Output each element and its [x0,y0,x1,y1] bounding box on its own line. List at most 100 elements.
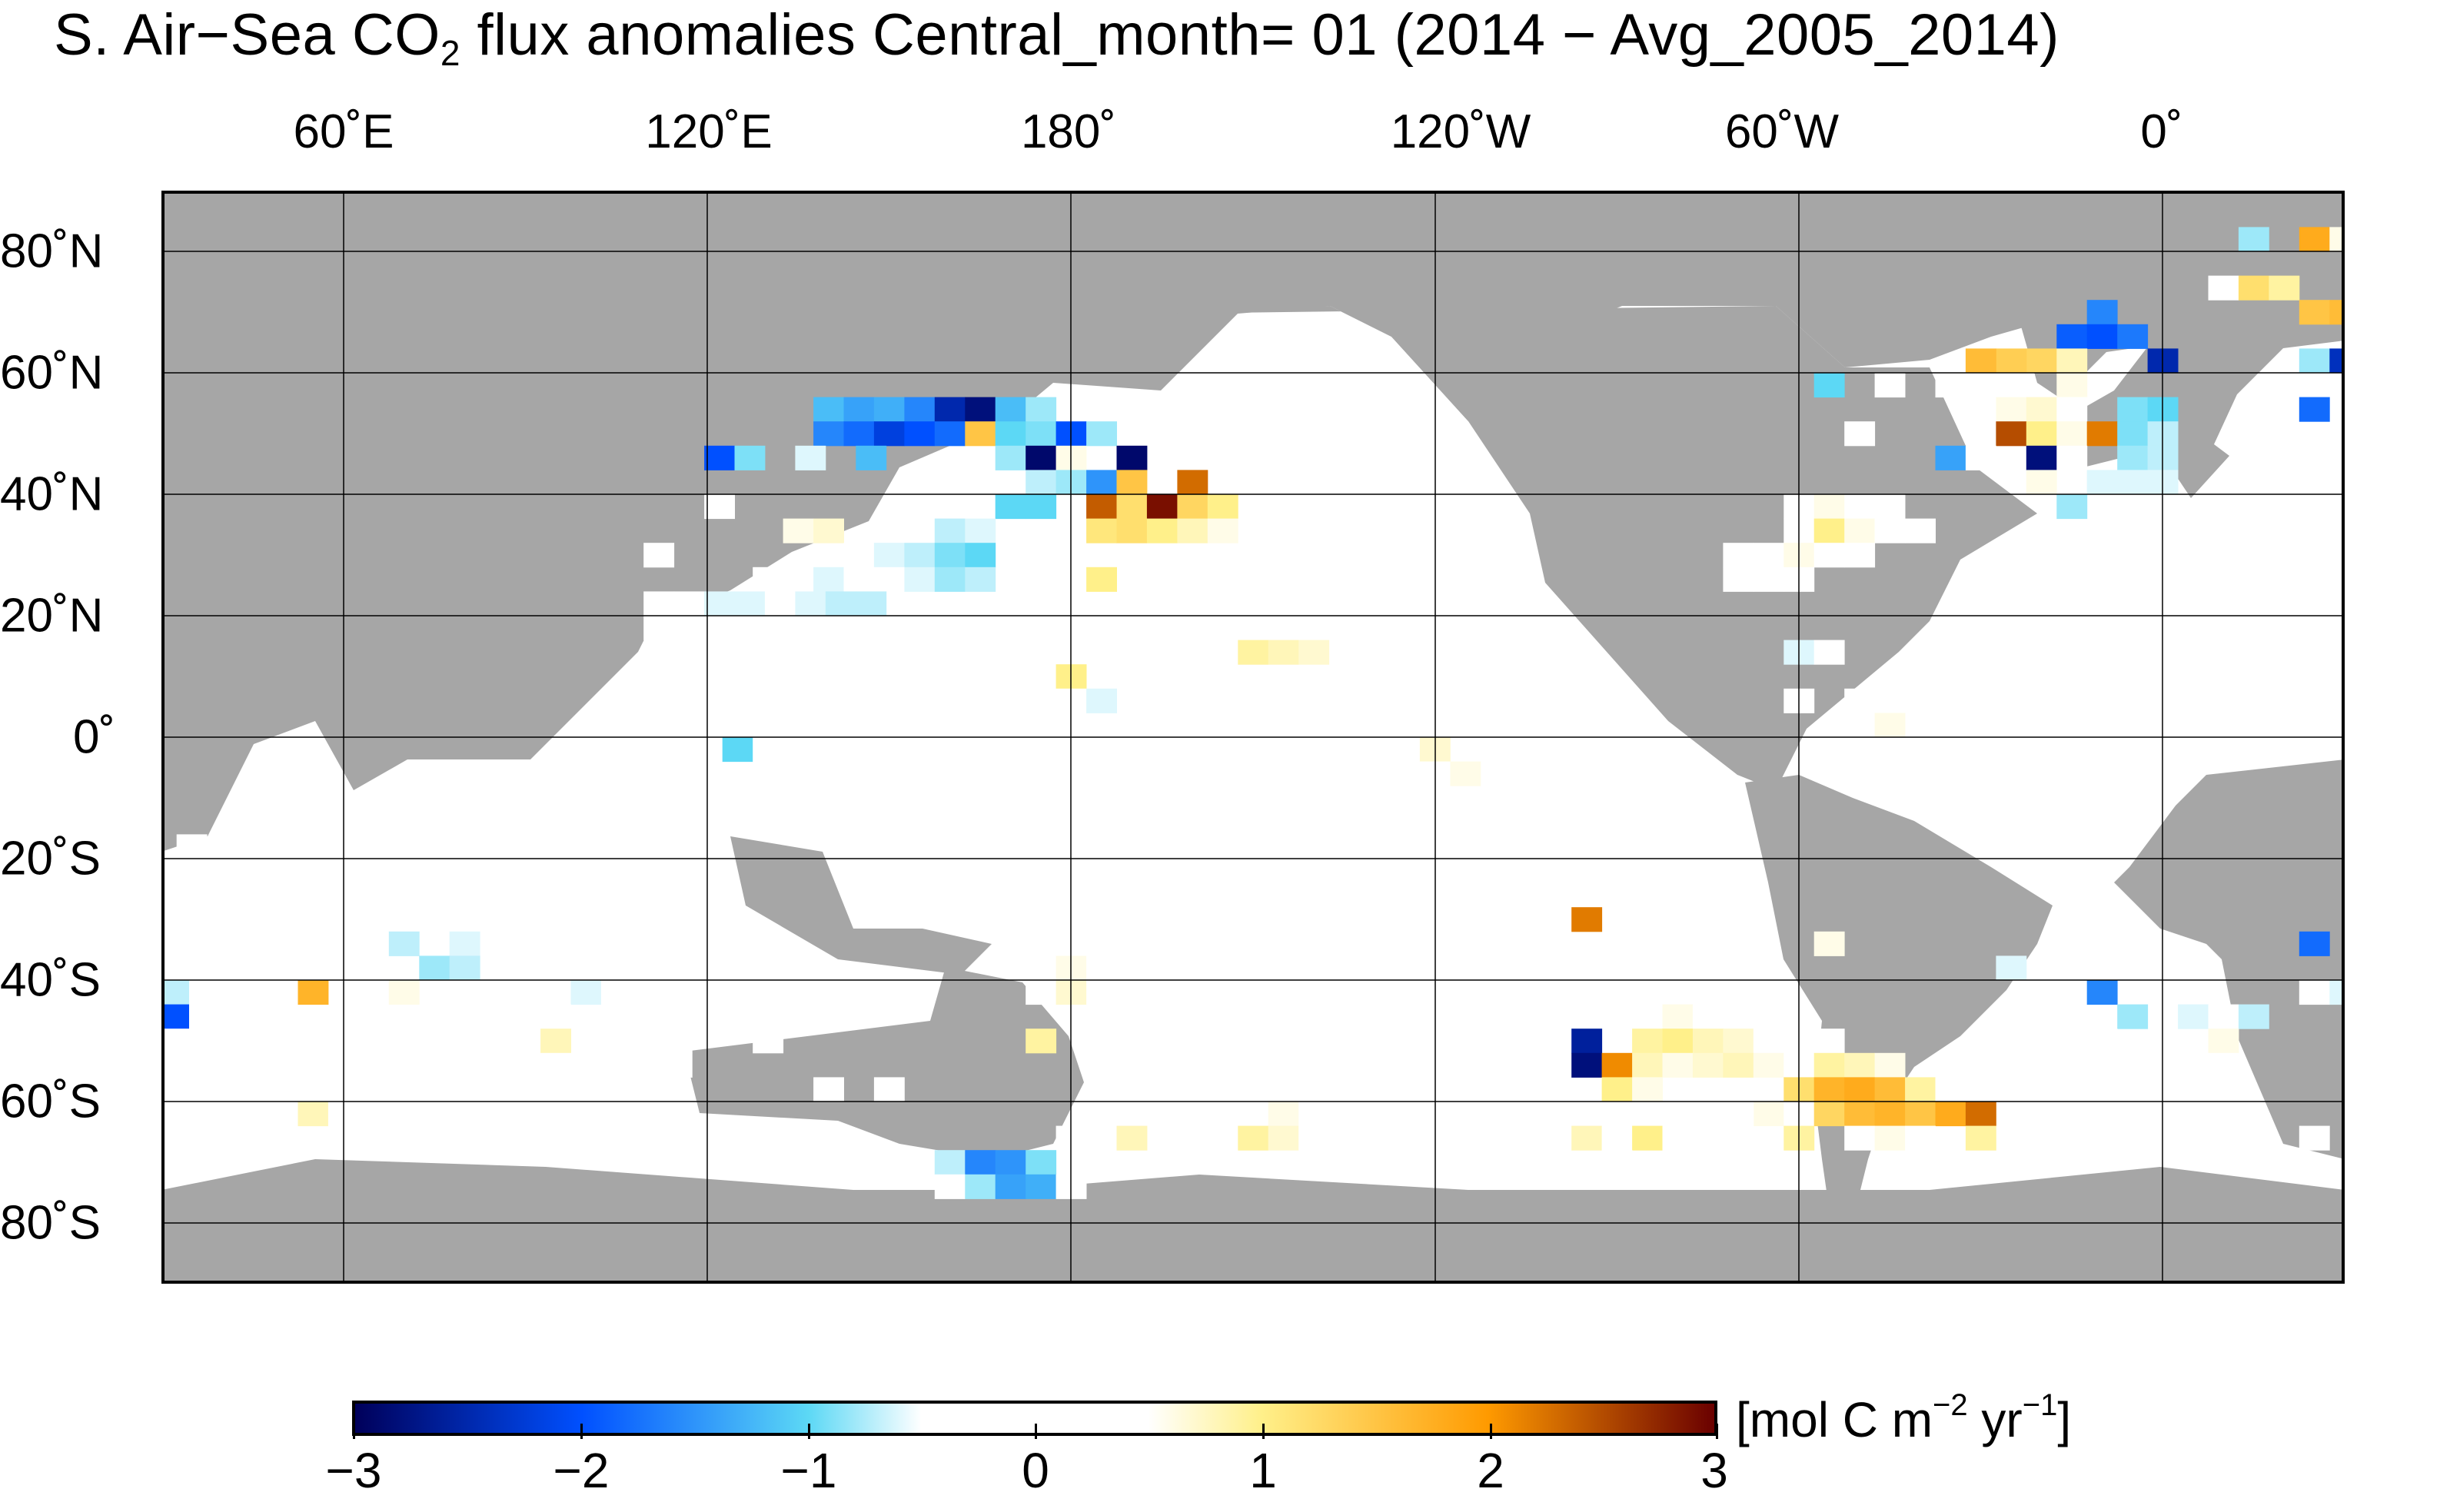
anomaly-cell [161,1028,189,1054]
anomaly-cell [1116,1125,1148,1151]
anomaly-cell [1844,518,1876,543]
anomaly-cell [873,543,905,568]
anomaly-cell [1632,1102,1663,1127]
anomaly-cell [965,421,996,447]
anomaly-cell [2208,275,2239,301]
lat-label-20n: 20˚N [0,589,104,643]
anomaly-cell [1480,1150,1511,1175]
anomaly-cell [873,713,905,738]
anomaly-cell [161,980,189,1005]
anomaly-cell [934,567,966,592]
graticule [161,191,2345,1284]
anomaly-cell [2329,227,2345,252]
anomaly-cell [873,1077,905,1102]
lat-label-0: 0˚ [73,710,116,764]
anomaly-cell [540,980,571,1005]
anomaly-cell [783,567,814,592]
colorbar-tick-label: 0 [1022,1443,1049,1498]
anomaly-cell [995,1150,1026,1175]
anomaly-cell [2299,980,2330,1005]
anomaly-cell [1996,397,2027,422]
anomaly-cell [1996,955,2027,981]
anomaly-cell [1116,494,1148,520]
anomaly-cell [643,543,675,568]
colorbar-tickmark [1262,1424,1265,1439]
lat-label-80s: 80˚S [0,1196,101,1250]
anomaly-cell [1268,640,1299,665]
anomaly-cell [2056,397,2088,422]
anomaly-cell [1813,518,1845,543]
anomaly-cell [1844,494,1876,520]
anomaly-cell [298,1102,329,1127]
anomaly-cell [1116,640,1148,665]
anomaly-cell [904,567,936,592]
anomaly-cell [388,931,420,956]
anomaly-cell [2269,275,2300,301]
anomaly-cell [1692,1004,1724,1029]
anomaly-cell [2056,373,2088,398]
lon-label-60e: 60˚E [293,105,394,158]
land-africa [2114,759,2345,1159]
land-indonesia [730,836,992,975]
anomaly-cell [2329,300,2345,325]
lat-label-60n: 60˚N [0,346,104,400]
anomaly-cell [1844,421,1876,447]
lat-label-20s: 20˚S [0,832,101,886]
anomaly-cell [2299,348,2330,374]
anomaly-cell [2299,931,2330,956]
lon-label-180: 180˚ [1020,105,1117,158]
anomaly-cell [934,1174,966,1199]
anomaly-cell [843,543,875,568]
anomaly-cell [704,591,735,616]
anomaly-cell [1268,1102,1299,1127]
lon-label-60w: 60˚W [1724,105,1840,158]
anomaly-cell [2056,421,2088,447]
anomaly-cell [1146,616,1178,641]
anomaly-cell [1026,786,1057,811]
anomaly-cell [1026,980,1057,1005]
anomaly-cell [1632,1052,1663,1078]
anomaly-cell [2238,227,2269,252]
anomaly-cell [1086,494,1117,520]
anomaly-cell [1026,445,1057,470]
anomaly-cells [161,227,2345,1199]
anomaly-cell [1632,1004,1663,1029]
anomaly-cell [1723,1052,1754,1078]
anomaly-cell [1116,616,1148,641]
anomaly-cell [1692,1052,1724,1078]
anomaly-cell [1996,348,2027,374]
anomaly-cell [965,543,996,568]
anomaly-cell [673,591,705,616]
anomaly-cell [1328,1150,1360,1175]
anomaly-cell [1813,543,1845,568]
anomaly-cell [176,834,208,859]
anomaly-cell [2208,1028,2239,1054]
anomaly-cell [843,397,875,422]
anomaly-cell [995,445,1026,470]
anomaly-cell [2056,324,2088,349]
anomaly-cell [753,737,784,763]
anomaly-cell [661,1028,693,1054]
anomaly-cell [1965,1102,1996,1127]
anomaly-cell [1086,980,1117,1005]
anomaly-cell [995,421,1026,447]
lon-label-120e: 120˚E [645,105,773,158]
anomaly-cell [734,591,766,616]
anomaly-cell [813,567,844,592]
anomaly-cell [813,518,844,543]
anomaly-cell [1207,494,1238,520]
anomaly-cell [965,567,996,592]
anomaly-cell [2299,227,2330,252]
anomaly-cell [2026,421,2057,447]
lat-label-80n: 80˚N [0,224,104,278]
anomaly-cell [904,713,936,738]
anomaly-cell [2329,980,2345,1005]
anomaly-cell [1359,1150,1390,1175]
anomaly-cell [570,980,602,1005]
anomaly-cell [1146,494,1178,520]
anomaly-cell [1813,640,1845,665]
anomaly-cell [1207,518,1238,543]
anomaly-cell [1116,445,1148,470]
anomaly-cell [1389,737,1421,763]
anomaly-cell [2208,1052,2239,1078]
